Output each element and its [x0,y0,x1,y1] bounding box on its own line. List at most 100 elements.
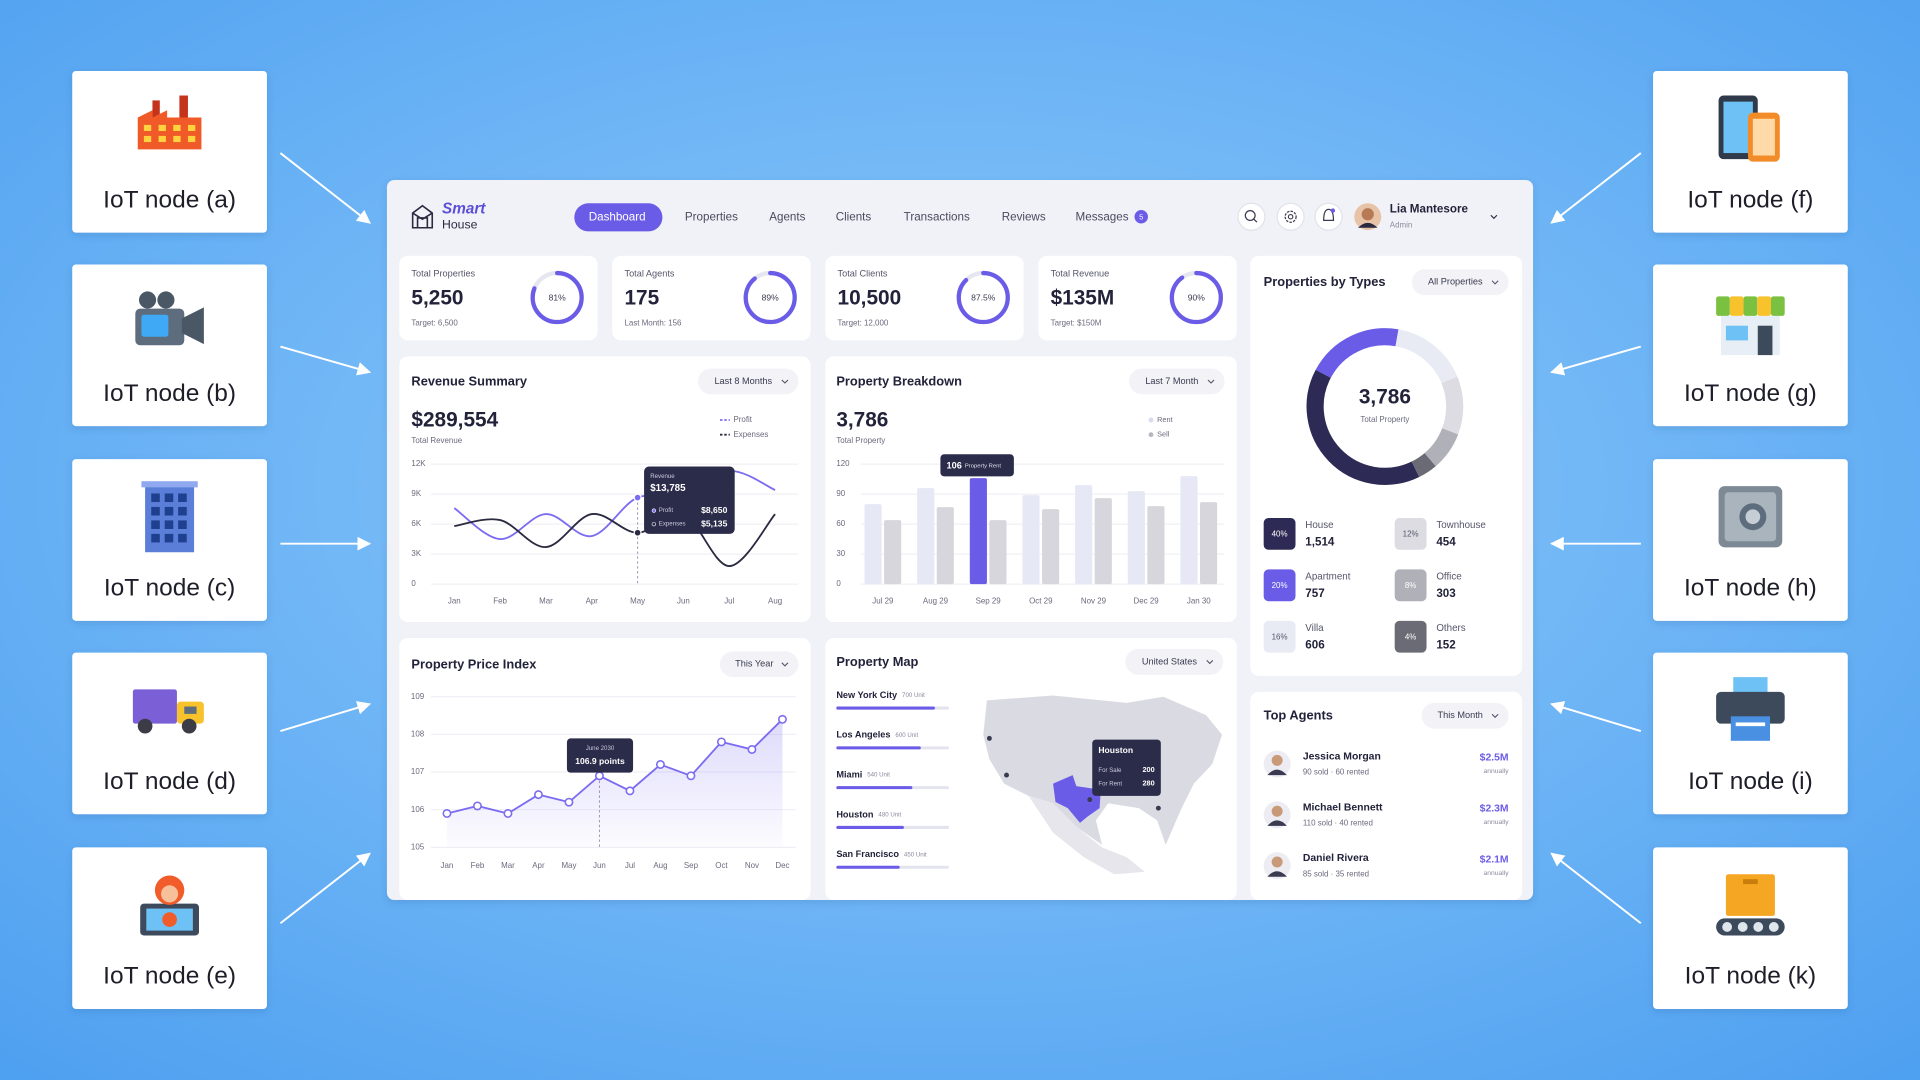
icon-shape [1730,716,1770,741]
x-tick-label: Sep [684,861,699,870]
legend-count: 303 [1436,587,1456,600]
tooltip-point [633,493,642,502]
x-tick-label: Jul [724,596,734,605]
dropdown[interactable] [697,368,799,395]
icon-shape [181,718,197,734]
stat-sub: Target: 6,500 [411,318,458,327]
tooltip-row-label: Profit [659,507,674,514]
dropdown-label: This Year [735,659,773,669]
iot-node-card: IoT node (k) [1653,847,1848,1009]
ring-progress [956,270,1010,325]
city-bar [836,865,900,869]
icon-glyph [1244,210,1256,222]
agent-period: annually [1484,819,1510,826]
nav-item[interactable]: Dashboard [589,210,646,223]
dropdown[interactable] [720,651,799,678]
stat-label: Total Agents [624,269,674,279]
nav-item[interactable]: Transactions [904,210,970,223]
x-tick-label: Apr [586,596,599,605]
chevron [1207,379,1215,384]
city-bar [836,706,935,710]
notification-button[interactable] [1314,202,1343,231]
total-value: 3,786 [836,409,888,432]
dropdown[interactable] [1125,648,1224,675]
icon-shape [151,493,160,503]
nav-item[interactable]: Reviews [1002,210,1046,223]
icon-shape [178,493,187,503]
icon-shape [1716,296,1730,316]
arrow [279,852,371,925]
x-tick-label: Dec 29 [1134,596,1160,605]
node-label: IoT node (h) [1684,574,1817,601]
donut-segment [1306,369,1420,485]
iot-node-card: IoT node (i) [1653,652,1848,815]
icon-shape [157,291,175,309]
node-label: IoT node (a) [103,186,236,213]
agent-period: annually [1484,768,1510,775]
iot-node-card: IoT node (c) [72,459,267,621]
icon-shape [158,135,166,143]
nav-item[interactable]: Properties [685,210,738,223]
tooltip-title: Houston [1098,745,1133,755]
iot-node-card: IoT node (h) [1653,459,1848,621]
x-tick-label: Oct 29 [1029,596,1053,605]
agent-amount: $2.3M [1480,804,1509,815]
tooltip-box [644,466,735,534]
tooltip-row-label: For Sale [1098,767,1122,774]
iot-node-card: IoT node (d) [72,652,267,815]
tooltip-row-value: 200 [1142,765,1154,774]
donut-segment [1395,329,1458,384]
icon-shape [178,520,187,529]
donut-segment [1411,452,1436,477]
agent-avatar-face [1271,856,1283,868]
icon-shape [158,124,166,132]
icon-shape [138,291,157,309]
ring-progress [1169,270,1223,325]
icon-shape [1743,296,1758,316]
stat-value: 5,250 [411,286,463,309]
dropdown-label: This Month [1438,710,1483,720]
tooltip-dot [651,508,657,513]
y-tick-label: 107 [411,767,425,776]
nav-item[interactable]: Messages [1076,210,1129,223]
icon-shape [181,307,204,345]
revenue-summary: Revenue Summary Last 8 Months $289,554 Tota… [399,356,811,623]
legend-percent: 8% [1405,581,1416,590]
dropdown[interactable] [1128,368,1225,395]
city-name: New York City [836,690,898,700]
icon-shape [164,506,174,516]
dropdown[interactable] [1421,702,1509,729]
tooltip-title: June 2030 [586,745,615,752]
nav-active-pill[interactable] [574,203,663,232]
arrow [1550,852,1642,925]
city-units: 480 Unit [878,812,901,819]
icon-shape [1768,922,1779,932]
icon-glyph [1253,218,1258,223]
point [655,760,665,769]
y-tick-label: 0 [411,579,416,588]
stat-sub: Last Month: 156 [624,318,682,327]
dropdown-label: Last 7 Month [1145,376,1198,386]
x-tick-label: Apr [532,861,545,870]
x-tick-label: Aug [768,596,782,605]
property-map: Property Map United States New York City 70… [825,637,1237,900]
legend-badge [1394,569,1427,602]
icon-shape [164,520,174,529]
x-tick-label: Oct [715,861,728,870]
donut-segment [1315,328,1399,379]
settings-button[interactable] [1276,202,1305,231]
y-tick-label: 105 [411,842,425,851]
icon-shape [151,533,160,543]
chevron [1206,659,1214,665]
x-tick-label: Dec [775,861,789,870]
dropdown[interactable] [1411,269,1509,296]
stat-sub: Target: $150M [1051,318,1102,327]
icon-shape [1770,296,1785,316]
nav-item[interactable]: Clients [836,210,872,223]
search-button[interactable] [1237,202,1266,231]
legend-name: Townhouse [1436,520,1485,531]
icon-shape [151,520,160,529]
nav-item[interactable]: Agents [769,210,805,223]
